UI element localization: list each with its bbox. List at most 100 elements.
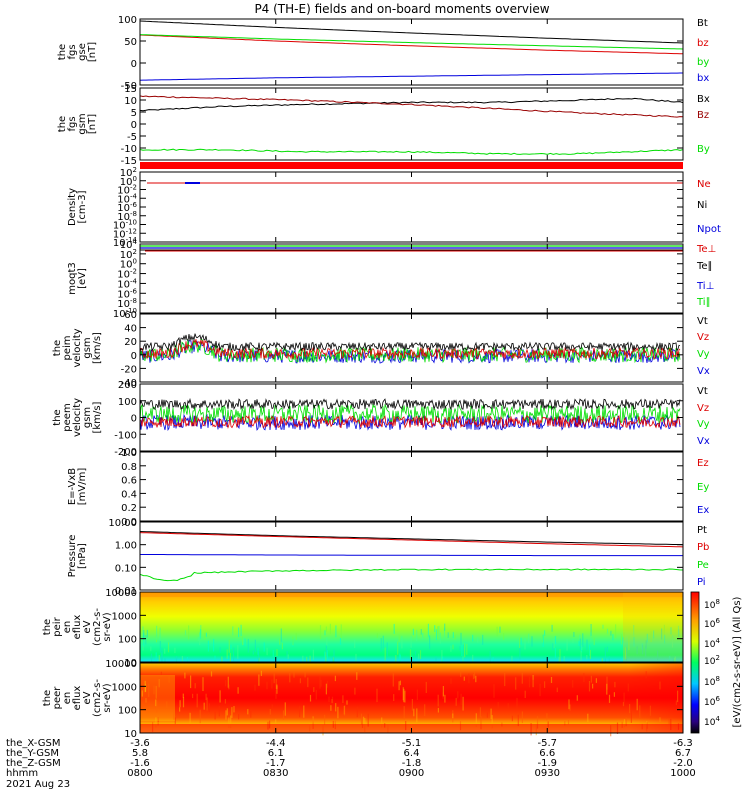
- y-tick-label: 0.0: [121, 517, 137, 528]
- panel-fgs_gse: 100 50 0 -50 the fgs gse [nT] Bt bz by bx: [57, 15, 709, 92]
- peir_eflux-texture: [146, 629, 148, 638]
- y-axis-label: the: [57, 116, 68, 132]
- y-tick-label: -100: [114, 430, 137, 441]
- peir_eflux-texture: [499, 626, 501, 633]
- peir_eflux-texture: [386, 642, 388, 657]
- peir_eflux-texture: [581, 644, 583, 650]
- footer-value: -1.9: [537, 758, 557, 769]
- peir_eflux-texture: [247, 639, 249, 653]
- colorbar-tick-label: 104: [704, 715, 720, 728]
- y-axis-label: [km/s]: [92, 401, 103, 433]
- peir_eflux-texture: [376, 633, 378, 638]
- peir_eflux-texture: [628, 636, 630, 650]
- panel-pressure: 10.00 1.00 0.10 0.01 Pressure [nPa] Pt Pb Pe Pi: [67, 518, 709, 597]
- velocity-trace: [139, 397, 681, 411]
- peir_eflux-texture: [438, 625, 440, 638]
- y-axis-label: peir: [52, 616, 63, 636]
- peir_eflux-texture: [286, 651, 288, 658]
- peir_eflux-texture: [621, 635, 623, 645]
- peir_eflux-texture: [333, 649, 335, 664]
- footer-value: -1.7: [266, 758, 286, 769]
- peir_eflux-texture: [563, 656, 565, 663]
- peir_eflux-texture: [579, 634, 581, 642]
- y-axis-label: peim: [62, 335, 73, 360]
- y-axis-label: sr-eV): [102, 612, 113, 641]
- footer-value: -1.6: [130, 758, 150, 769]
- peir_eflux-texture: [150, 646, 152, 652]
- legend-Ni: Ni: [697, 200, 707, 211]
- peir_eflux-texture: [279, 638, 281, 645]
- footer-value: 0800: [127, 768, 152, 779]
- peir_eflux-texture: [653, 630, 655, 639]
- legend-Te∥: Te∥: [696, 261, 713, 272]
- peir_eflux-texture: [443, 627, 446, 639]
- peir_eflux-texture: [593, 637, 595, 646]
- legend-By: By: [697, 144, 710, 155]
- peir_eflux-texture: [573, 632, 575, 637]
- peir_eflux-texture: [661, 628, 663, 640]
- peir_eflux-texture: [646, 633, 648, 643]
- y-axis-label: gsm: [82, 407, 93, 428]
- peir_eflux-texture: [142, 644, 144, 651]
- peir_eflux-texture: [230, 644, 232, 650]
- peir_eflux-texture: [519, 646, 521, 660]
- peir_eflux-texture: [281, 642, 283, 650]
- legend-Vz: Vz: [697, 332, 709, 343]
- y-tick-label: -50: [121, 81, 137, 92]
- y-tick-label: 100: [118, 635, 137, 646]
- footer-value: -5.1: [402, 738, 422, 749]
- footer-row-label: the_X-GSM: [6, 738, 60, 749]
- peir_eflux-texture: [450, 645, 452, 652]
- y-axis-label: (cm2-s-: [92, 679, 103, 717]
- ephemeris-footer: the_X-GSM -3.6 -4.4 -5.1 -5.7 -6.3 the_Y-GSM 5.…: [6, 738, 696, 790]
- footer-value: -5.7: [537, 738, 557, 749]
- y-tick-label: 10.00: [108, 518, 137, 529]
- peir_eflux-texture: [590, 624, 592, 636]
- peir_eflux-texture: [610, 630, 612, 636]
- footer-value: -6.3: [673, 738, 693, 749]
- y-axis-label: peer: [52, 686, 63, 710]
- peir_eflux-texture: [276, 649, 278, 656]
- colorbar: 108 106 104 102 108 106 104 [eV/(cm2-s-sr-eV)] …: [690, 591, 743, 734]
- y-tick-label: 0.4: [121, 489, 137, 500]
- colorbar-tick-label: 106: [704, 695, 720, 708]
- y-tick-label: 1000: [112, 682, 137, 693]
- y-tick-label: 10000: [105, 588, 137, 599]
- legend-Pi: Pi: [697, 577, 706, 588]
- peir_eflux-texture: [257, 651, 260, 663]
- peir_eflux-texture: [664, 634, 666, 644]
- peir_eflux-texture: [670, 627, 672, 635]
- y-axis-label: velocity: [72, 328, 83, 367]
- y-axis-label: eV: [82, 620, 93, 633]
- peir_eflux-texture: [519, 637, 521, 649]
- peir_eflux-texture: [339, 637, 342, 645]
- peir_eflux-texture: [422, 632, 424, 638]
- peir_eflux-texture: [410, 636, 412, 648]
- y-axis-label: [nPa]: [77, 543, 88, 569]
- peir_eflux-texture: [463, 644, 465, 656]
- y-tick-label: 0.6: [121, 476, 137, 487]
- y-axis-label: sr-eV): [102, 683, 113, 712]
- peir_eflux-texture: [503, 633, 505, 640]
- peir_eflux-texture: [459, 646, 461, 651]
- legend-Vy: Vy: [697, 419, 710, 430]
- plot-title: P4 (TH-E) fields and on-board moments ov…: [254, 2, 549, 16]
- footer-value: 6.6: [539, 748, 555, 759]
- footer-value: 0900: [399, 768, 424, 779]
- peir_eflux-texture: [142, 635, 144, 641]
- y-tick-label: -15: [121, 156, 137, 167]
- peer-left-band: [140, 675, 175, 721]
- peir_eflux-texture: [582, 633, 584, 647]
- peir_eflux-texture: [380, 638, 382, 652]
- y-tick-label: 5: [131, 108, 137, 119]
- peir_eflux-texture: [205, 632, 207, 637]
- legend-Vy: Vy: [697, 349, 710, 360]
- peir_eflux-texture: [645, 645, 647, 657]
- peir_eflux-texture: [663, 624, 665, 636]
- peir_eflux-texture: [143, 630, 145, 640]
- peir_eflux-texture: [542, 634, 544, 647]
- panel-peer_eflux: 10000 1000 100 10 the peer en eflux eV (cm2-s-sr-…: [42, 659, 684, 740]
- peir_eflux-texture: [447, 632, 449, 638]
